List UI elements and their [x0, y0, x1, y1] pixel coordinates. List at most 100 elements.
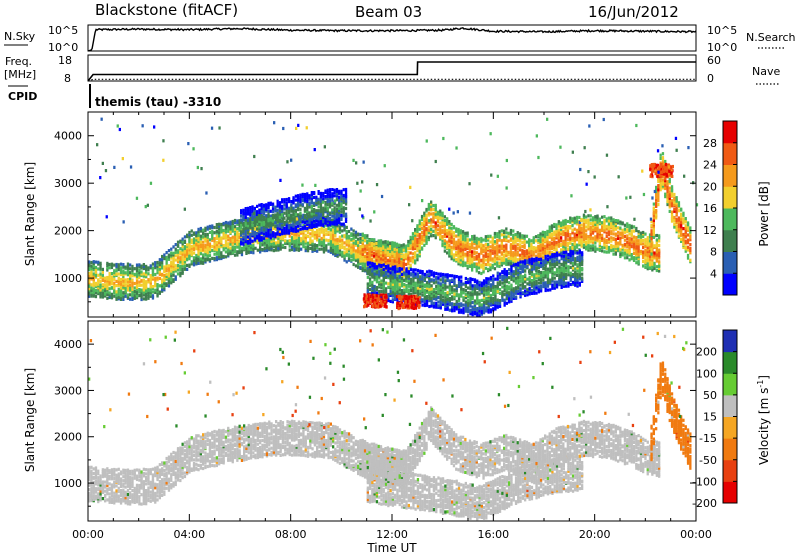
power-cell — [218, 250, 221, 254]
power-cell — [142, 274, 145, 278]
power-cell — [614, 222, 617, 226]
power-cell — [571, 246, 574, 250]
power-cell — [287, 206, 291, 210]
power-cell — [199, 226, 202, 231]
power-cell — [400, 267, 404, 271]
power-cell — [131, 271, 134, 275]
power-cell — [493, 267, 497, 271]
power-cell — [331, 203, 334, 207]
power-cell — [97, 278, 100, 282]
power-cell — [131, 267, 134, 271]
power-cell — [387, 276, 390, 280]
power-cell — [244, 207, 247, 211]
power-cell — [562, 219, 565, 223]
power-cell — [405, 279, 408, 283]
power-cell — [269, 230, 272, 234]
power-cell — [598, 234, 601, 238]
power-cell — [204, 257, 207, 261]
power-cell — [88, 260, 91, 264]
power-cell — [149, 274, 152, 278]
power-cell — [340, 216, 343, 220]
power-cell — [108, 272, 111, 276]
power-cell — [295, 233, 298, 237]
power-cell — [626, 252, 629, 257]
power-cell — [653, 266, 656, 271]
power-cell — [389, 267, 392, 271]
power-cell — [357, 260, 360, 264]
power-cell — [498, 255, 501, 259]
power-cell — [553, 236, 556, 240]
power-cell — [106, 275, 109, 280]
power-cell — [354, 243, 358, 247]
power-cell — [338, 227, 342, 231]
power-cell — [541, 249, 544, 253]
power-cell — [628, 223, 631, 228]
power-cell — [471, 252, 474, 256]
power-cell — [509, 228, 513, 233]
power-cell — [297, 221, 300, 225]
power-cell — [199, 229, 202, 233]
power-cell — [290, 209, 293, 213]
power-cell — [446, 234, 449, 238]
power-cell — [202, 253, 205, 257]
power-cell — [318, 243, 321, 247]
power-cell — [550, 234, 554, 238]
power-cell — [642, 242, 645, 246]
power-cell — [594, 238, 597, 242]
power-cell — [655, 253, 658, 257]
power-cell — [521, 248, 524, 252]
power-cell — [113, 289, 116, 293]
power-cell — [311, 249, 314, 253]
power-cell — [344, 196, 348, 200]
power-cell — [489, 268, 492, 272]
power-cell — [156, 260, 159, 265]
power-cell — [244, 240, 247, 244]
power-cell — [347, 253, 351, 257]
power-cell — [582, 224, 586, 228]
power-cell — [553, 230, 556, 234]
power-cell — [287, 229, 291, 233]
power-cell — [541, 238, 544, 242]
power-cell — [384, 250, 387, 254]
power-cell — [607, 233, 611, 237]
power-cell — [546, 244, 549, 248]
power-cell — [505, 258, 508, 262]
power-cell — [269, 201, 272, 205]
power-cell — [514, 244, 517, 248]
power-cell — [523, 234, 526, 238]
power-cell — [299, 211, 302, 215]
power-cell — [603, 221, 606, 225]
power-cell — [489, 257, 492, 261]
power-cell — [220, 255, 223, 259]
power-cell — [398, 278, 401, 282]
power-cell — [253, 224, 256, 228]
power-cell — [276, 219, 279, 223]
power-cell — [394, 283, 397, 287]
power-cell — [632, 237, 636, 241]
power-cell — [119, 291, 123, 295]
power-cell — [384, 281, 388, 285]
power-cell — [170, 276, 173, 280]
power-cell — [145, 294, 148, 298]
power-cell — [151, 287, 155, 291]
power-cell — [342, 222, 345, 226]
power-cell — [484, 237, 487, 241]
power-cell — [149, 285, 152, 289]
power-cell — [544, 247, 547, 251]
power-cell — [430, 284, 433, 288]
power-cell — [211, 238, 214, 242]
power-cell — [550, 224, 554, 228]
power-cell — [195, 241, 198, 246]
power-cell — [402, 261, 405, 265]
power-cell — [113, 263, 116, 267]
power-cell — [192, 261, 196, 265]
power-cell — [336, 247, 339, 251]
power-cell — [260, 209, 263, 214]
power-cell — [332, 233, 335, 237]
power-cell — [642, 250, 645, 254]
power-cell — [218, 231, 221, 235]
power-cell — [439, 290, 442, 294]
power-cell — [428, 272, 431, 276]
power-cell — [90, 264, 93, 268]
power-cell — [607, 216, 611, 220]
